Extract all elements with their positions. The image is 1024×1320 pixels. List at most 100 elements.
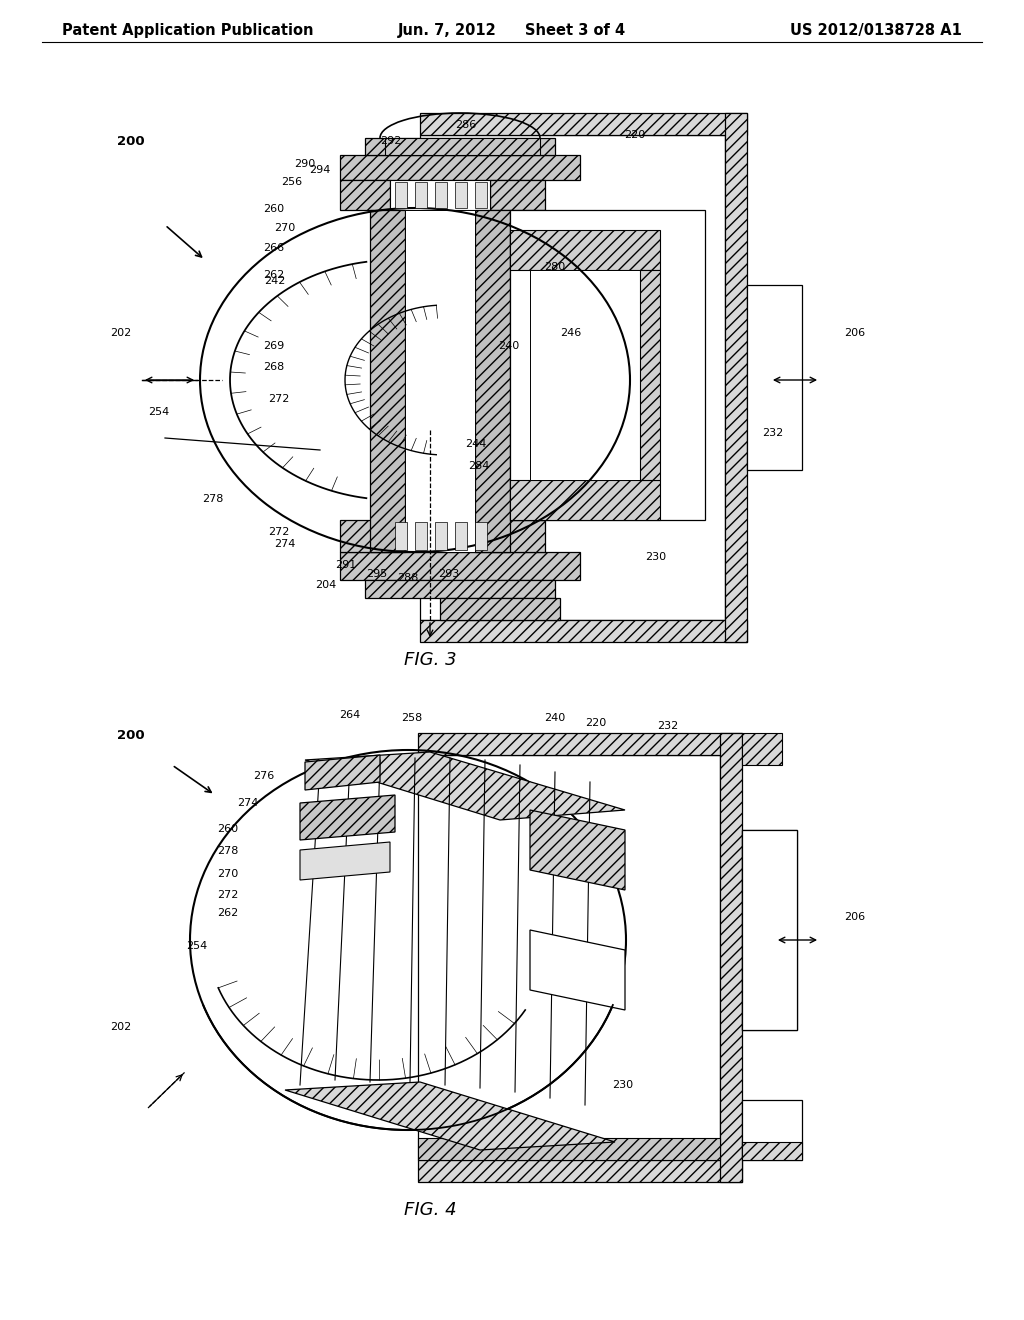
Polygon shape [340,154,580,180]
Polygon shape [420,135,725,620]
Text: 264: 264 [340,710,360,721]
Polygon shape [490,180,545,210]
Polygon shape [390,180,490,210]
Polygon shape [370,210,406,552]
Text: 254: 254 [148,407,169,417]
Text: 242: 242 [264,276,285,286]
Polygon shape [742,830,797,1030]
Text: 295: 295 [367,569,387,579]
Polygon shape [340,180,390,210]
Text: 232: 232 [657,721,678,731]
Text: 288: 288 [397,573,418,583]
Text: 240: 240 [545,713,565,723]
Polygon shape [742,733,782,766]
Text: 258: 258 [401,713,422,723]
Text: 284: 284 [469,461,489,471]
Text: FIG. 3: FIG. 3 [403,651,457,669]
Polygon shape [455,182,467,209]
Polygon shape [440,598,560,620]
Polygon shape [475,210,510,552]
Polygon shape [420,114,746,135]
Polygon shape [365,139,555,154]
Polygon shape [415,182,427,209]
Text: 246: 246 [560,327,581,338]
Text: Jun. 7, 2012  Sheet 3 of 4: Jun. 7, 2012 Sheet 3 of 4 [398,22,626,37]
Polygon shape [300,795,395,840]
Text: 272: 272 [268,527,289,537]
Polygon shape [510,230,660,271]
Text: 262: 262 [263,269,284,280]
Text: 254: 254 [186,941,207,952]
Text: 260: 260 [217,824,238,834]
Text: 202: 202 [111,1022,131,1032]
Text: 240: 240 [499,341,519,351]
Polygon shape [340,552,580,579]
Text: 206: 206 [845,327,865,338]
Text: 291: 291 [336,560,356,570]
Text: 272: 272 [217,890,238,900]
Text: 200: 200 [118,729,144,742]
Polygon shape [490,520,545,552]
Text: 294: 294 [309,165,330,176]
Text: 244: 244 [466,438,486,449]
Text: 286: 286 [456,120,476,131]
Polygon shape [418,1160,742,1181]
Text: 274: 274 [274,539,295,549]
Text: 276: 276 [254,771,274,781]
Polygon shape [720,733,742,1181]
Text: 274: 274 [238,797,258,808]
Polygon shape [530,271,660,480]
Text: 280: 280 [545,261,565,272]
Polygon shape [510,480,660,520]
Text: 260: 260 [263,203,284,214]
Polygon shape [455,521,467,550]
Polygon shape [418,755,720,1160]
Polygon shape [742,1100,802,1160]
Polygon shape [285,1082,615,1150]
Polygon shape [340,520,390,552]
Text: 202: 202 [111,327,131,338]
Polygon shape [742,1142,802,1160]
Text: Patent Application Publication: Patent Application Publication [62,22,313,37]
Text: 290: 290 [295,158,315,169]
Text: 278: 278 [217,846,238,857]
Text: 270: 270 [217,869,238,879]
Polygon shape [435,182,447,209]
Polygon shape [435,521,447,550]
Polygon shape [725,114,746,642]
Text: 270: 270 [274,223,295,234]
Text: 268: 268 [263,362,284,372]
Polygon shape [418,1138,720,1160]
Text: 220: 220 [625,129,645,140]
Polygon shape [530,931,625,1010]
Text: 256: 256 [282,177,302,187]
Polygon shape [390,520,490,552]
Text: 272: 272 [268,393,289,404]
Text: 293: 293 [438,569,459,579]
Polygon shape [475,182,487,209]
Polygon shape [305,752,625,820]
Polygon shape [300,842,390,880]
Text: FIG. 4: FIG. 4 [403,1201,457,1218]
Polygon shape [742,830,797,1030]
Polygon shape [385,139,540,154]
Text: 266: 266 [263,243,284,253]
Text: 204: 204 [315,579,336,590]
Text: 230: 230 [612,1080,633,1090]
Polygon shape [365,579,555,598]
Polygon shape [406,210,475,552]
Text: 206: 206 [845,912,865,923]
Text: 232: 232 [763,428,783,438]
Polygon shape [640,271,660,480]
Polygon shape [746,285,802,470]
Polygon shape [415,521,427,550]
Polygon shape [305,755,380,789]
Polygon shape [475,521,487,550]
Polygon shape [510,210,705,520]
Text: 200: 200 [118,135,144,148]
Polygon shape [418,733,742,755]
Text: 292: 292 [381,136,401,147]
Text: 262: 262 [217,908,238,919]
Text: 278: 278 [203,494,223,504]
Polygon shape [530,810,625,890]
